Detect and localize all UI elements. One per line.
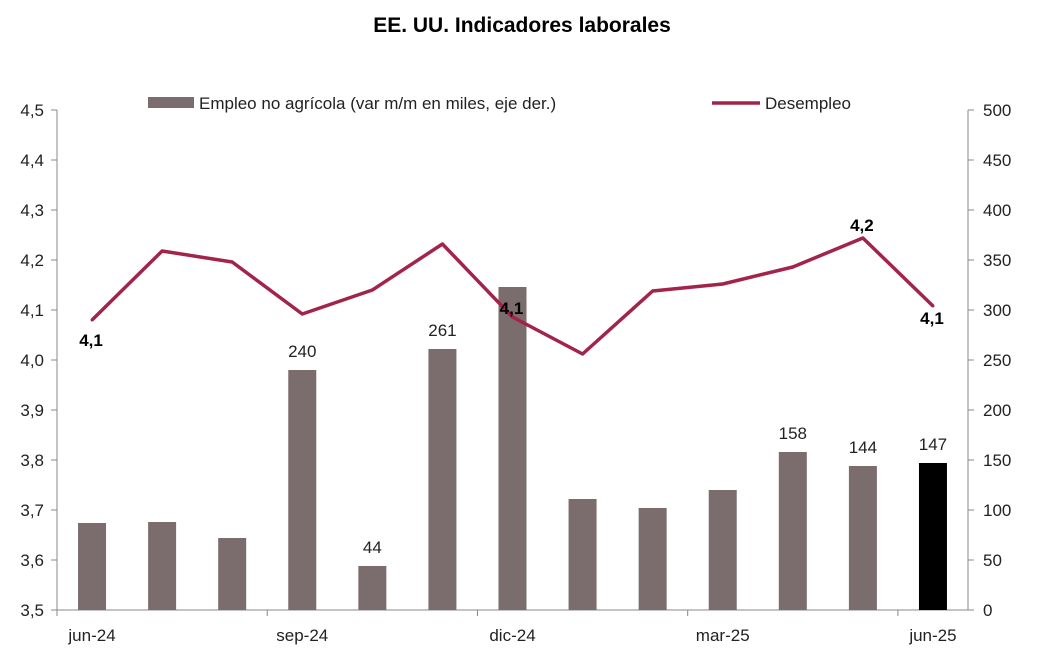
bar-data-label: 158	[779, 424, 807, 443]
y-right-tick-label: 0	[983, 601, 992, 620]
line-data-label: 4,1	[500, 299, 524, 318]
line-data-label: 4,1	[920, 309, 944, 328]
bar	[848, 466, 877, 610]
y-left-tick-label: 3,6	[20, 551, 44, 570]
legend-label-desempleo: Desempleo	[765, 94, 851, 113]
desempleo-point	[581, 352, 585, 356]
bar	[428, 349, 457, 610]
desempleo-point	[931, 304, 935, 308]
y-right-tick-label: 500	[983, 101, 1011, 120]
bar	[708, 490, 737, 610]
desempleo-point	[370, 288, 374, 292]
y-left-tick-label: 4,0	[20, 351, 44, 370]
desempleo-point	[511, 315, 514, 319]
axes: 3,5 3,6 3,7 3,8 3,9 4,0 4,1 4,2 4,3 4,4 4,5 0 50 100 1…	[20, 101, 1011, 645]
y-left-tick-label: 3,9	[20, 401, 44, 420]
x-tick-label: mar-25	[696, 626, 750, 645]
y-left-tick-label: 4,1	[20, 301, 44, 320]
bar-data-label: 144	[849, 438, 877, 457]
bars	[78, 287, 947, 610]
line-data-label: 4,2	[850, 216, 874, 235]
bar-data-label: 261	[428, 321, 456, 340]
y-right-tick-label: 100	[983, 501, 1011, 520]
x-tick-label: dic-24	[489, 626, 535, 645]
y-right-tick-label: 250	[983, 351, 1011, 370]
y-left-tick-label: 4,5	[20, 101, 44, 120]
y-right-tick-label: 50	[983, 551, 1002, 570]
y-right-tick-label: 350	[983, 251, 1011, 270]
desempleo-point	[721, 282, 725, 286]
bar-data-label: 44	[363, 538, 382, 557]
y-left-tick-label: 3,8	[20, 451, 44, 470]
bar	[638, 508, 667, 610]
desempleo-point	[230, 260, 234, 264]
x-tick-label: jun-24	[67, 626, 115, 645]
y-left-tick-label: 3,5	[20, 601, 44, 620]
bar	[218, 538, 247, 610]
desempleo-point	[160, 249, 164, 253]
legend-label-empleo: Empleo no agrícola (var m/m en miles, ej…	[199, 94, 556, 113]
line-data-label: 4,1	[79, 331, 103, 350]
bar	[148, 522, 177, 610]
legend: Empleo no agrícola (var m/m en miles, ej…	[148, 94, 851, 113]
desempleo-point	[861, 236, 865, 240]
y-left-tick-label: 4,3	[20, 201, 44, 220]
desempleo-point	[651, 289, 655, 293]
y-right-tick-label: 400	[983, 201, 1011, 220]
line-layer	[90, 236, 935, 356]
bar	[78, 523, 107, 610]
legend-swatch-bar	[148, 97, 194, 108]
bar	[778, 452, 807, 610]
y-left-tick-label: 4,4	[20, 151, 44, 170]
desempleo-point	[440, 242, 444, 246]
x-tick-label: jun-25	[908, 626, 956, 645]
x-tick-label: sep-24	[276, 626, 328, 645]
desempleo-point	[300, 312, 304, 316]
chart-title: EE. UU. Indicadores laborales	[373, 14, 671, 37]
y-right-tick-label: 450	[983, 151, 1011, 170]
bar	[918, 463, 947, 610]
bar-data-label: 147	[919, 435, 947, 454]
bar-data-label: 240	[288, 342, 316, 361]
bar	[498, 287, 527, 610]
y-right-tick-label: 150	[983, 451, 1011, 470]
y-left-tick-label: 4,2	[20, 251, 44, 270]
y-right-tick-label: 200	[983, 401, 1011, 420]
bar	[568, 499, 597, 610]
data-labels: 240 44 261 158 144 147 4,1 4,1 4,2 4,1	[79, 216, 947, 557]
bar	[358, 566, 387, 610]
desempleo-point	[90, 318, 94, 322]
bar	[288, 370, 317, 610]
desempleo-point	[791, 265, 795, 269]
y-right-tick-label: 300	[983, 301, 1011, 320]
y-left-tick-label: 3,7	[20, 501, 44, 520]
